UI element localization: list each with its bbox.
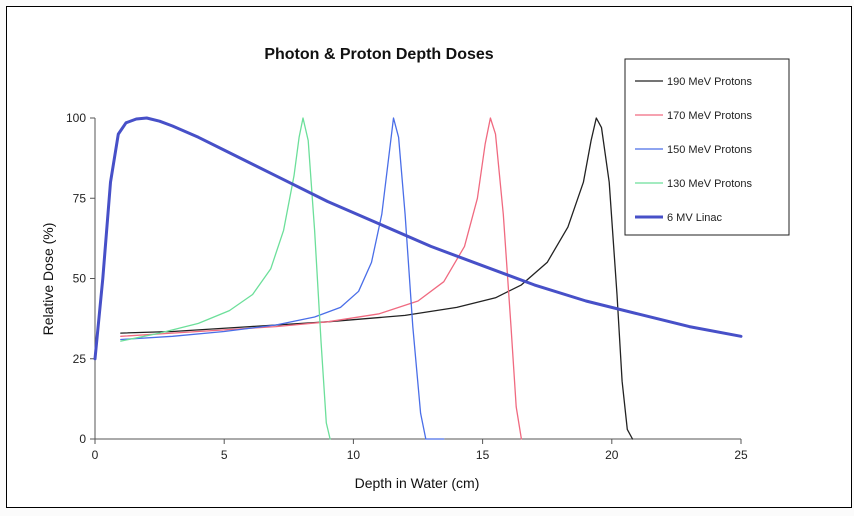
x-axis-title: Depth in Water (cm) <box>355 475 480 491</box>
series-line-190-mev-protons <box>120 117 634 440</box>
series-line-6-mv-linac <box>93 116 743 361</box>
legend: 190 MeV Protons 170 MeV Protons 150 MeV Pr… <box>624 58 790 236</box>
axes: 0 25 50 75 100 0 5 10 15 20 25 <box>66 111 748 462</box>
legend-label-130-mev-protons: 130 MeV Protons <box>667 178 752 190</box>
x-tick-label: 10 <box>347 448 361 462</box>
chart-title: Photon & Proton Depth Doses <box>264 46 493 63</box>
y-tick-label: 25 <box>73 352 87 366</box>
series-line-170-mev-protons <box>120 117 523 440</box>
depth-dose-chart: Photon & Proton Depth Doses 0 25 50 75 100 0 5… <box>40 46 790 491</box>
legend-box <box>624 58 790 236</box>
series-line-150-mev-protons <box>120 117 445 440</box>
chart-frame: Photon & Proton Depth Doses 0 25 50 75 100 0 5… <box>6 6 852 508</box>
legend-label-6-mv-linac: 6 MV Linac <box>667 212 723 224</box>
series-line-130-mev-protons <box>120 117 331 440</box>
y-tick-label: 100 <box>66 111 86 125</box>
y-tick-label: 0 <box>79 432 86 446</box>
x-tick-label: 15 <box>476 448 490 462</box>
y-tick-label: 50 <box>73 272 87 286</box>
legend-label-190-mev-protons: 190 MeV Protons <box>667 76 752 88</box>
legend-label-150-mev-protons: 150 MeV Protons <box>667 144 752 156</box>
x-tick-label: 5 <box>221 448 228 462</box>
x-tick-label: 25 <box>734 448 748 462</box>
x-tick-label: 0 <box>92 448 99 462</box>
y-tick-label: 75 <box>73 191 87 205</box>
legend-label-170-mev-protons: 170 MeV Protons <box>667 110 752 122</box>
series-group <box>93 116 743 440</box>
y-axis-title: Relative Dose (%) <box>40 223 56 336</box>
x-tick-label: 20 <box>605 448 619 462</box>
